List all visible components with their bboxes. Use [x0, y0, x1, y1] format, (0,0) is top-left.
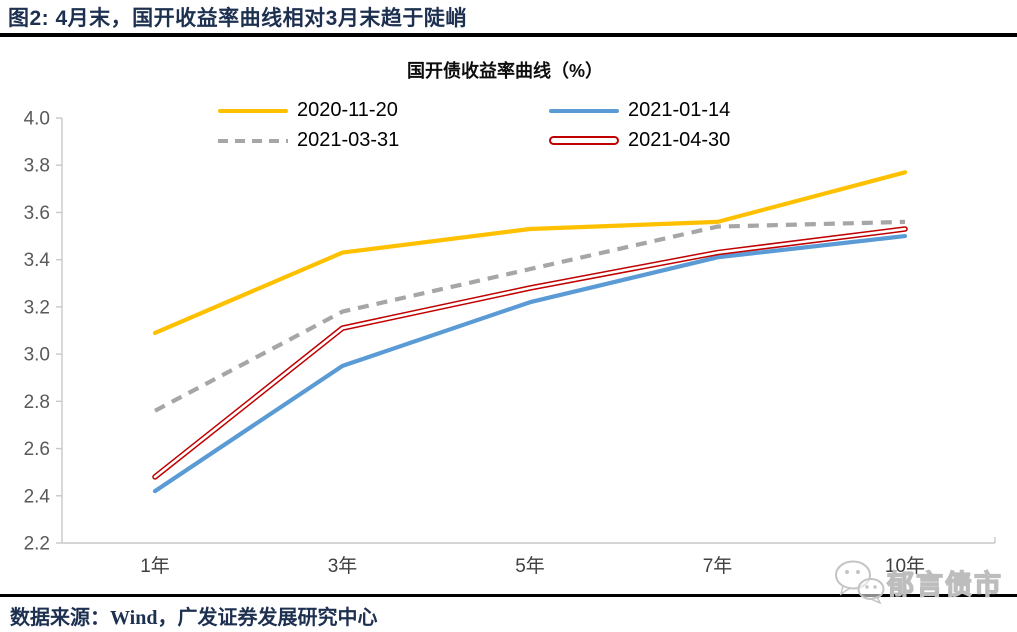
y-tick-label: 2.8	[24, 392, 50, 413]
x-tick-label: 10年	[885, 555, 925, 577]
series-line-2020-11-20	[152, 170, 908, 335]
chart-legend: 2020-11-20 2021-01-14 2021-03-31 2021-04-30	[218, 99, 730, 152]
series-line-2021-04-30	[152, 226, 908, 480]
x-tick-label: 1年	[140, 555, 170, 577]
x-tick-label: 3年	[328, 555, 358, 577]
watermark-text: 郁言债市	[886, 569, 1003, 600]
data-source-text: 数据来源：Wind，广发证券发展研究中心	[10, 607, 378, 629]
legend-swatch-dashed	[218, 138, 288, 143]
y-tick-label: 2.6	[24, 439, 50, 460]
legend-label: 2020-11-20	[297, 99, 398, 121]
legend-swatch-solid	[218, 108, 288, 113]
figure-title: 图2: 4月末，国开收益率曲线相对3月末趋于陡峭	[8, 7, 467, 30]
y-tick-label: 3.6	[24, 203, 50, 224]
yield-curve-chart: 4.0 3.8 3.6 3.4 3.2 3.0 2.8 2.6 2.4 2.2 1年 3年 5年 7年 10…	[24, 109, 996, 577]
legend-label: 2021-01-14	[628, 99, 731, 121]
series-line-inner-2021-04-30	[153, 227, 907, 479]
y-tick-label: 2.2	[24, 534, 50, 555]
legend-swatch-solid	[549, 108, 619, 113]
legend-label: 2021-03-31	[297, 129, 400, 151]
title-divider-rule	[0, 33, 1017, 37]
y-tick-label: 4.0	[24, 109, 50, 130]
chart-title: 国开债收益率曲线（%）	[406, 61, 603, 81]
y-tick-label: 3.2	[24, 297, 50, 318]
x-tick-label: 7年	[703, 555, 733, 577]
series-line-2021-03-31	[154, 219, 906, 413]
legend-item-2021-03-31: 2021-03-31	[218, 129, 549, 152]
y-tick-label: 3.8	[24, 156, 50, 177]
y-tick-label: 3.4	[24, 250, 51, 271]
legend-swatch-double	[549, 136, 619, 145]
wechat-bubbles-icon	[835, 560, 885, 605]
legend-item-2020-11-20: 2020-11-20	[218, 99, 549, 122]
legend-item-2021-01-14: 2021-01-14	[549, 99, 730, 122]
y-tick-label: 3.0	[24, 345, 50, 366]
watermark: 郁言债市	[833, 558, 1003, 606]
series-line-2021-01-14	[152, 234, 908, 494]
footer-divider-rule	[0, 594, 1017, 597]
legend-label: 2021-04-30	[628, 129, 731, 151]
y-tick-label: 2.4	[24, 486, 51, 507]
legend-item-2021-04-30: 2021-04-30	[549, 129, 730, 152]
x-tick-label: 5年	[515, 555, 545, 577]
